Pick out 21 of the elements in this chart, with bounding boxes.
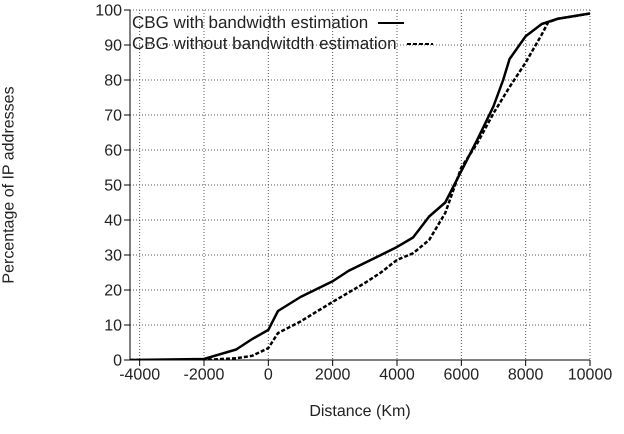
y-tick-label: 10 bbox=[104, 318, 122, 335]
y-tick-label: 30 bbox=[104, 248, 122, 265]
x-tick-label: 6000 bbox=[444, 366, 480, 384]
legend-label: CBG with bandwidth estimation bbox=[132, 12, 368, 32]
y-tick-label: 90 bbox=[104, 38, 122, 55]
x-tick-label: 0 bbox=[264, 366, 273, 384]
legend-label: CBG without bandwitdth estimation bbox=[132, 34, 397, 54]
y-tick-label: 50 bbox=[104, 178, 122, 195]
x-tick-label: 2000 bbox=[314, 366, 351, 384]
y-tick-label: 80 bbox=[104, 72, 122, 90]
y-tick-label: 40 bbox=[104, 212, 122, 230]
x-tick-label: 4000 bbox=[379, 366, 415, 384]
x-tick-label: 10000 bbox=[568, 366, 612, 384]
x-tick-label: 8000 bbox=[508, 366, 544, 384]
x-axis-title: Distance (Km) bbox=[309, 403, 411, 420]
y-tick-label: 100 bbox=[95, 2, 122, 20]
x-tick-label: -2000 bbox=[184, 366, 225, 384]
y-tick-label: 70 bbox=[104, 108, 122, 125]
y-tick-label: 60 bbox=[104, 142, 122, 160]
y-tick-label: 20 bbox=[104, 282, 122, 300]
y-axis-title: Percentage of IP addresses bbox=[0, 86, 18, 284]
